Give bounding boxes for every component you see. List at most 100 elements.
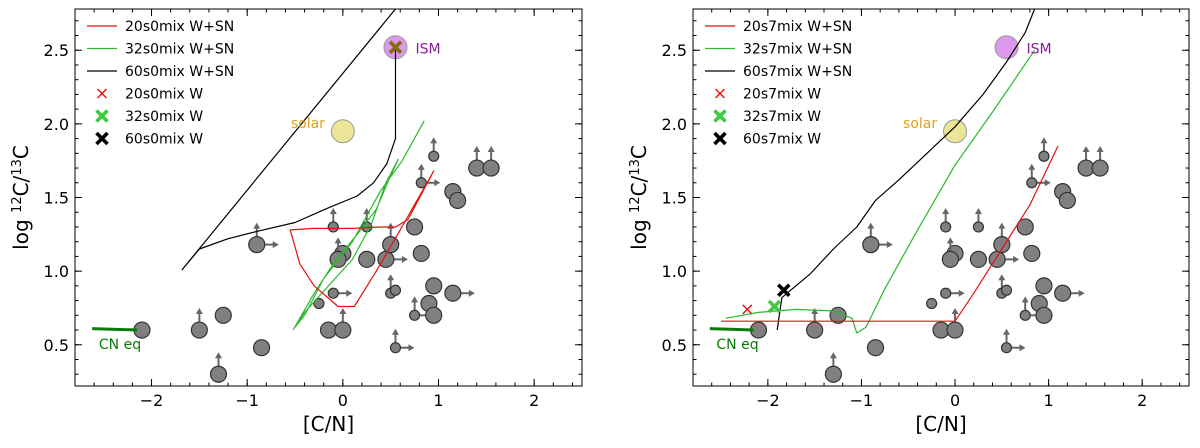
star-point: [1026, 177, 1038, 189]
legend-20s7mix-w: 20s7mix W: [715, 87, 821, 103]
legend-60s0mix-w: 60s0mix W: [95, 131, 203, 148]
y-axis-title: log 12C/13C: [627, 145, 651, 250]
y-axis-title-part: log: [9, 213, 33, 250]
star-point: [449, 191, 467, 210]
limit-arrow-up-head: [946, 237, 954, 244]
star-point: [1091, 159, 1109, 177]
marker-20s7mix-w-stroke-b: [742, 304, 753, 315]
limit-arrow-up-head: [473, 146, 481, 153]
limit-arrow-right-head: [1078, 289, 1085, 297]
limit-arrow-up-head: [195, 308, 203, 315]
y-tick-label: 1.0: [44, 262, 69, 281]
legend-20s0mix-w-sn-label: 20s0mix W+SN: [125, 19, 234, 35]
star-point: [408, 309, 421, 321]
legend-60s0mix-w-label: 60s0mix W: [125, 132, 203, 148]
star-point: [412, 244, 430, 263]
y-axis-title-part: C: [9, 145, 33, 159]
x-tick-label: −2: [140, 391, 164, 410]
series-line-32s7mix-w-sn: [725, 49, 1036, 334]
star-point: [389, 342, 402, 354]
limit-arrow-right-head: [434, 179, 441, 187]
legend-60s7mix-w: 60s7mix W: [713, 131, 821, 148]
panel-left: −2 −1 0 1 20.51.01.52.02.5[C/N]log 12C/13CIS…: [9, 8, 583, 436]
x-tick-label: 0: [950, 391, 960, 410]
star-point: [969, 250, 988, 268]
star-point: [425, 306, 443, 324]
star-point: [252, 339, 271, 357]
star-point: [327, 287, 339, 299]
limit-arrow-up-head: [1096, 146, 1104, 153]
star-point: [1023, 244, 1041, 263]
star-point: [941, 250, 959, 268]
star-point: [405, 218, 424, 236]
limit-arrow-up-head: [214, 352, 222, 359]
limit-arrow-right-head: [468, 289, 475, 297]
limit-arrow-up-head: [1021, 296, 1029, 303]
limit-arrow-up-head: [329, 207, 337, 214]
legend-60s0mix-w-sn: 60s0mix W+SN: [87, 64, 234, 80]
y-tick-label: 1.0: [662, 262, 687, 281]
legend-32s7mix-w-swatch-stroke-b: [713, 109, 727, 123]
limit-arrow-right-head: [401, 255, 408, 263]
series-line-60s0mix-w-sn: [181, 9, 397, 271]
marker-60s0mix-w-stroke-b: [388, 40, 403, 55]
legend-32s0mix-w-sn-label: 32s0mix W+SN: [125, 42, 234, 58]
limit-arrow-right-head: [1044, 179, 1051, 187]
y-axis-title-part: 12: [628, 196, 643, 213]
star-point: [358, 250, 376, 268]
limit-arrow-up-head: [253, 222, 261, 229]
annotation-cn-eq: CN eq: [99, 337, 141, 353]
limit-arrow-right-head: [958, 289, 965, 297]
legend-60s0mix-w-sn-label: 60s0mix W+SN: [125, 64, 234, 80]
limit-arrow-up-head: [387, 222, 395, 229]
x-tick-label: −2: [756, 391, 780, 410]
series-line-cn-eq: [92, 327, 138, 332]
legend-60s7mix-w-swatch-stroke-b: [713, 131, 727, 146]
star-point: [209, 365, 228, 383]
marker-60s7mix-w-stroke-b: [777, 283, 791, 298]
legend-32s7mix-w-label: 32s7mix W: [743, 109, 821, 125]
y-tick-label: 2.5: [44, 41, 69, 60]
legend-60s7mix-w-label: 60s7mix W: [743, 132, 821, 148]
star-point: [425, 277, 443, 295]
star-point: [1000, 284, 1013, 296]
limit-arrow-up-head: [951, 308, 959, 315]
legend-32s0mix-w-label: 32s0mix W: [125, 109, 203, 125]
limit-arrow-up-head: [411, 296, 419, 303]
x-tick-label: 1: [433, 391, 443, 410]
legend-32s7mix-w-sn-label: 32s7mix W+SN: [743, 42, 852, 58]
x-tick-label: −1: [235, 391, 259, 410]
limit-arrow-up-head: [811, 308, 819, 315]
limit-arrow-up-head: [867, 222, 875, 229]
limit-arrow-up-head: [487, 146, 495, 153]
star-point: [926, 297, 938, 310]
limit-arrow-up-head: [334, 237, 342, 244]
limit-arrow-up-head: [1082, 146, 1090, 153]
star-point: [993, 236, 1011, 254]
star-point: [415, 177, 427, 189]
legend-20s7mix-w-sn-label: 20s7mix W+SN: [743, 19, 852, 35]
legend-20s0mix-w-swatch-stroke-b: [97, 88, 107, 99]
limit-arrow-up-head: [942, 207, 950, 214]
y-tick-label: 0.5: [44, 336, 69, 355]
series-line-60s7mix-w-sn: [776, 9, 1036, 331]
star-point: [940, 287, 952, 299]
limit-arrow-up-head: [829, 352, 837, 359]
ref-label-solar: solar: [291, 116, 325, 132]
limit-arrow-up-head: [391, 328, 399, 335]
limit-arrow-right-head: [886, 241, 893, 249]
star-point: [972, 221, 985, 233]
star-point: [1035, 277, 1053, 295]
star-point: [1016, 218, 1034, 236]
star-point: [428, 150, 440, 162]
legend-60s0mix-w-swatch-stroke-b: [95, 131, 109, 146]
legend-32s0mix-w-sn: 32s0mix W+SN: [87, 42, 234, 58]
star-point: [319, 321, 338, 339]
y-tick-label: 2.0: [662, 115, 687, 134]
y-axis-title-part: 13: [628, 159, 643, 176]
legend-20s0mix-w-sn: 20s0mix W+SN: [87, 19, 234, 35]
y-tick-label: 0.5: [662, 336, 687, 355]
star-point: [806, 321, 824, 339]
